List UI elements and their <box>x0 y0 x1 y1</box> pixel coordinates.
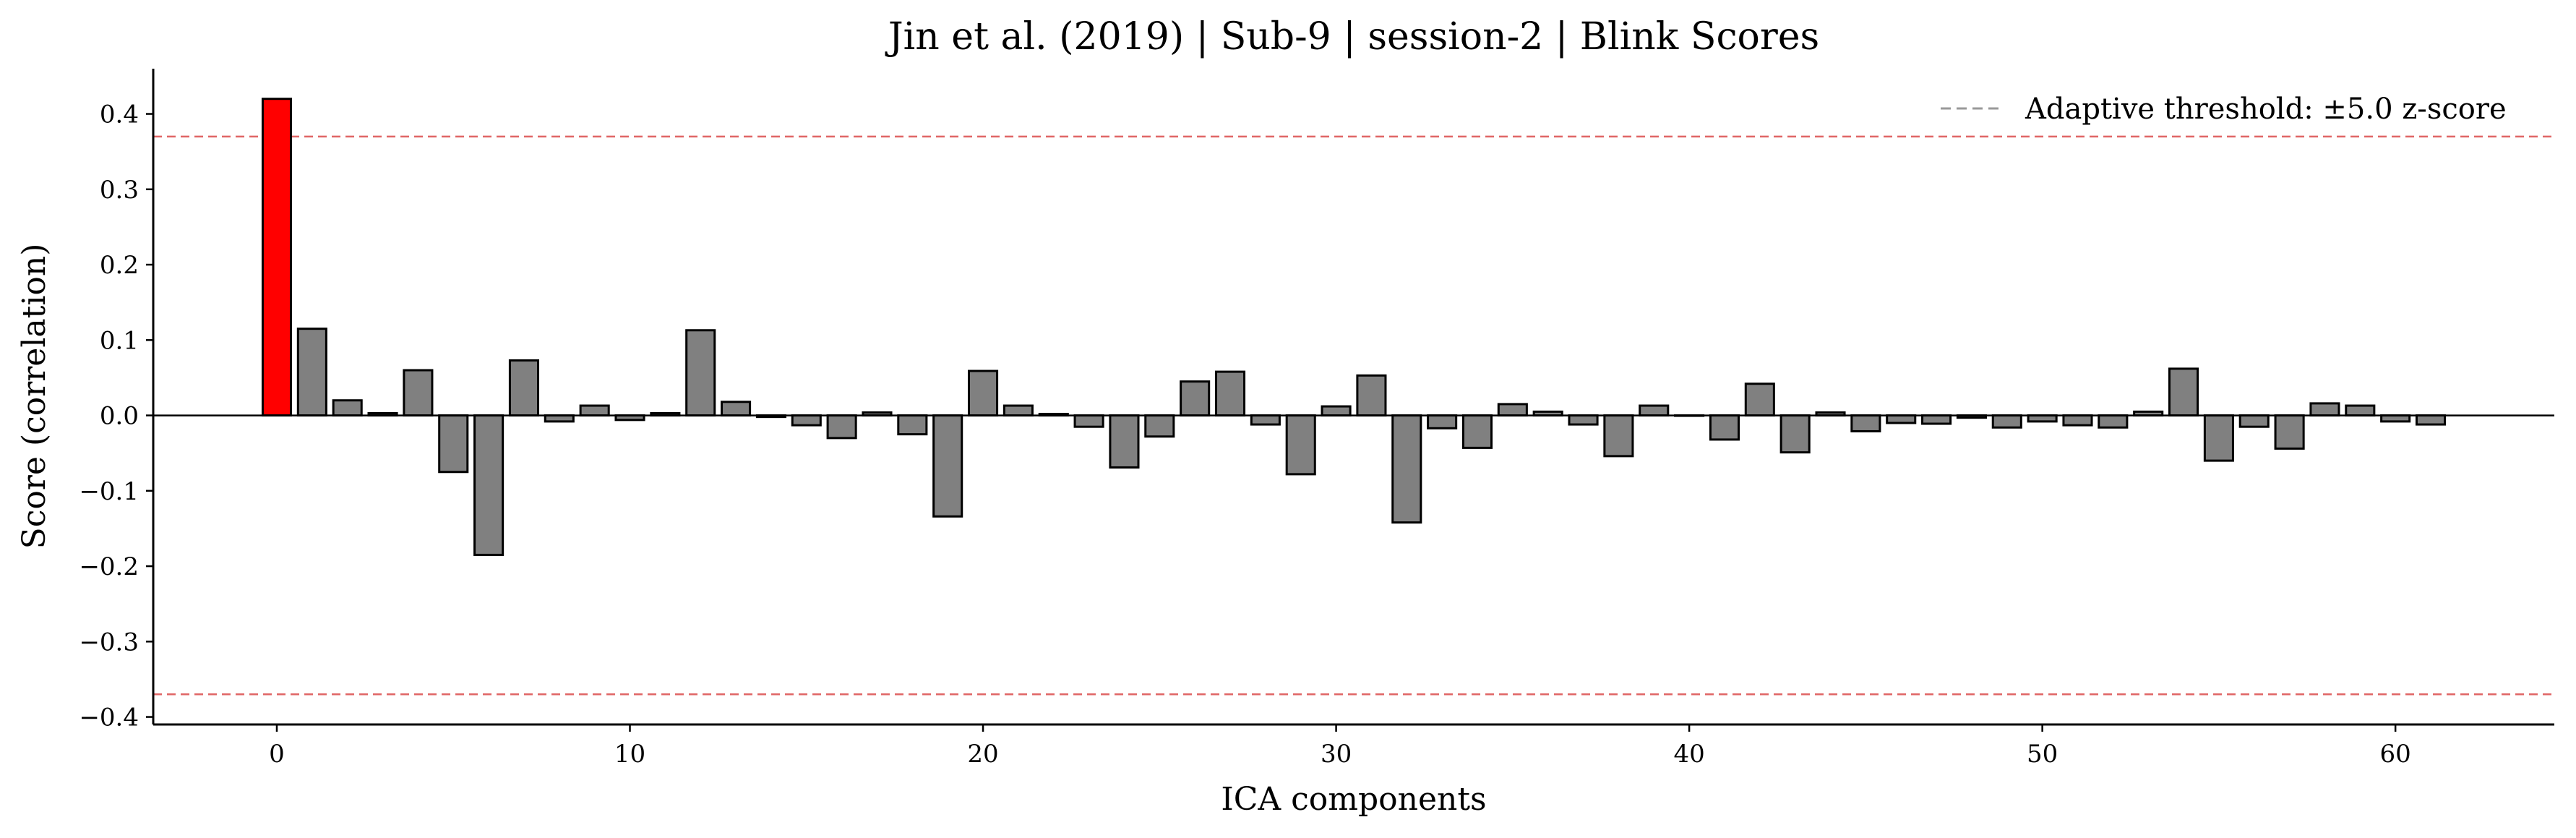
bar-component-34 <box>1461 414 1493 449</box>
bar-component-9 <box>579 404 610 417</box>
y-tick-label: 0.0 <box>100 402 139 431</box>
bar-component-37 <box>1568 414 1599 426</box>
legend: Adaptive threshold: ±5.0 z-score <box>1941 93 2507 126</box>
x-tick-label: 10 <box>614 740 645 769</box>
bar-component-29 <box>1285 414 1316 476</box>
bar-component-23 <box>1073 414 1104 428</box>
bar-component-49 <box>1991 414 2022 429</box>
x-tick-label: 0 <box>269 740 285 769</box>
bar-component-1 <box>296 328 327 417</box>
bar-component-32 <box>1391 414 1422 524</box>
y-tick-label: 0.1 <box>100 326 139 355</box>
x-axis-label: ICA components <box>1221 781 1486 818</box>
y-tick-label: 0.3 <box>100 176 139 205</box>
bar-component-30 <box>1321 405 1352 417</box>
bar-component-5 <box>438 414 469 474</box>
bar-component-51 <box>2062 414 2093 427</box>
bar-component-4 <box>403 369 434 417</box>
x-tick-label: 30 <box>1321 740 1352 769</box>
y-axis-label: Score (correlation) <box>16 244 53 550</box>
bar-component-6 <box>473 414 505 556</box>
chart-title: Jin et al. (2019) | Sub-9 | session-2 | … <box>885 15 1819 59</box>
bar-component-35 <box>1497 403 1528 417</box>
bar-component-43 <box>1779 414 1811 454</box>
bar-component-60 <box>2380 414 2411 423</box>
bar-component-50 <box>2027 414 2058 423</box>
y-tick-label: 0.2 <box>100 251 139 280</box>
y-tick-label: −0.1 <box>79 477 139 506</box>
bar-component-20 <box>968 369 999 417</box>
bar-component-41 <box>1709 414 1740 441</box>
y-tick-label: −0.4 <box>79 704 139 732</box>
x-tick-label: 40 <box>1673 740 1704 769</box>
bar-component-57 <box>2274 414 2305 450</box>
bar-component-45 <box>1850 414 1881 432</box>
bar-component-38 <box>1603 414 1634 458</box>
bar-component-58 <box>2309 402 2340 417</box>
y-tick-label: −0.2 <box>79 552 139 581</box>
legend-threshold-label: Adaptive threshold: ±5.0 z-score <box>2025 93 2507 126</box>
bar-component-39 <box>1639 404 1670 417</box>
bar-component-26 <box>1180 380 1211 417</box>
bar-component-8 <box>544 414 575 423</box>
y-tick-label: −0.3 <box>79 628 139 657</box>
y-axis-ticks: 0.4 0.3 0.2 0.1 0.0 −0.1 −0.2 −0.3 −0.4 <box>79 101 153 732</box>
bar-component-13 <box>721 401 752 417</box>
bar-component-16 <box>826 414 857 440</box>
y-tick-label: 0.4 <box>100 101 139 129</box>
bar-component-15 <box>791 414 822 427</box>
x-axis-ticks: 0 10 20 30 40 50 60 <box>269 724 2411 769</box>
x-tick-label: 60 <box>2380 740 2411 769</box>
bar-component-52 <box>2098 414 2129 429</box>
bar-component-54 <box>2168 367 2199 417</box>
x-tick-label: 50 <box>2027 740 2058 769</box>
bar-component-2 <box>332 399 363 417</box>
bar-component-25 <box>1144 414 1175 438</box>
bar-component-47 <box>1921 414 1952 425</box>
bar-component-31 <box>1356 374 1387 417</box>
x-tick-label: 20 <box>967 740 998 769</box>
bar-component-33 <box>1427 414 1458 429</box>
bar-component-55 <box>2203 414 2234 462</box>
plot-area <box>153 98 2554 696</box>
bar-component-12 <box>685 329 716 417</box>
bar-component-61 <box>2415 414 2447 426</box>
bar-component-56 <box>2238 414 2270 428</box>
bar-component-7 <box>508 359 539 417</box>
bar-component-28 <box>1250 414 1281 426</box>
bar-component-24 <box>1109 414 1140 469</box>
bar-component-27 <box>1214 370 1246 417</box>
bar-component-46 <box>1886 414 1917 424</box>
bar-component-18 <box>897 414 928 436</box>
bar-component-19 <box>932 414 963 518</box>
bar-component-59 <box>2345 404 2376 417</box>
bar-component-21 <box>1003 404 1034 417</box>
bar-component-0 <box>261 98 293 417</box>
bar-component-42 <box>1744 382 1775 417</box>
